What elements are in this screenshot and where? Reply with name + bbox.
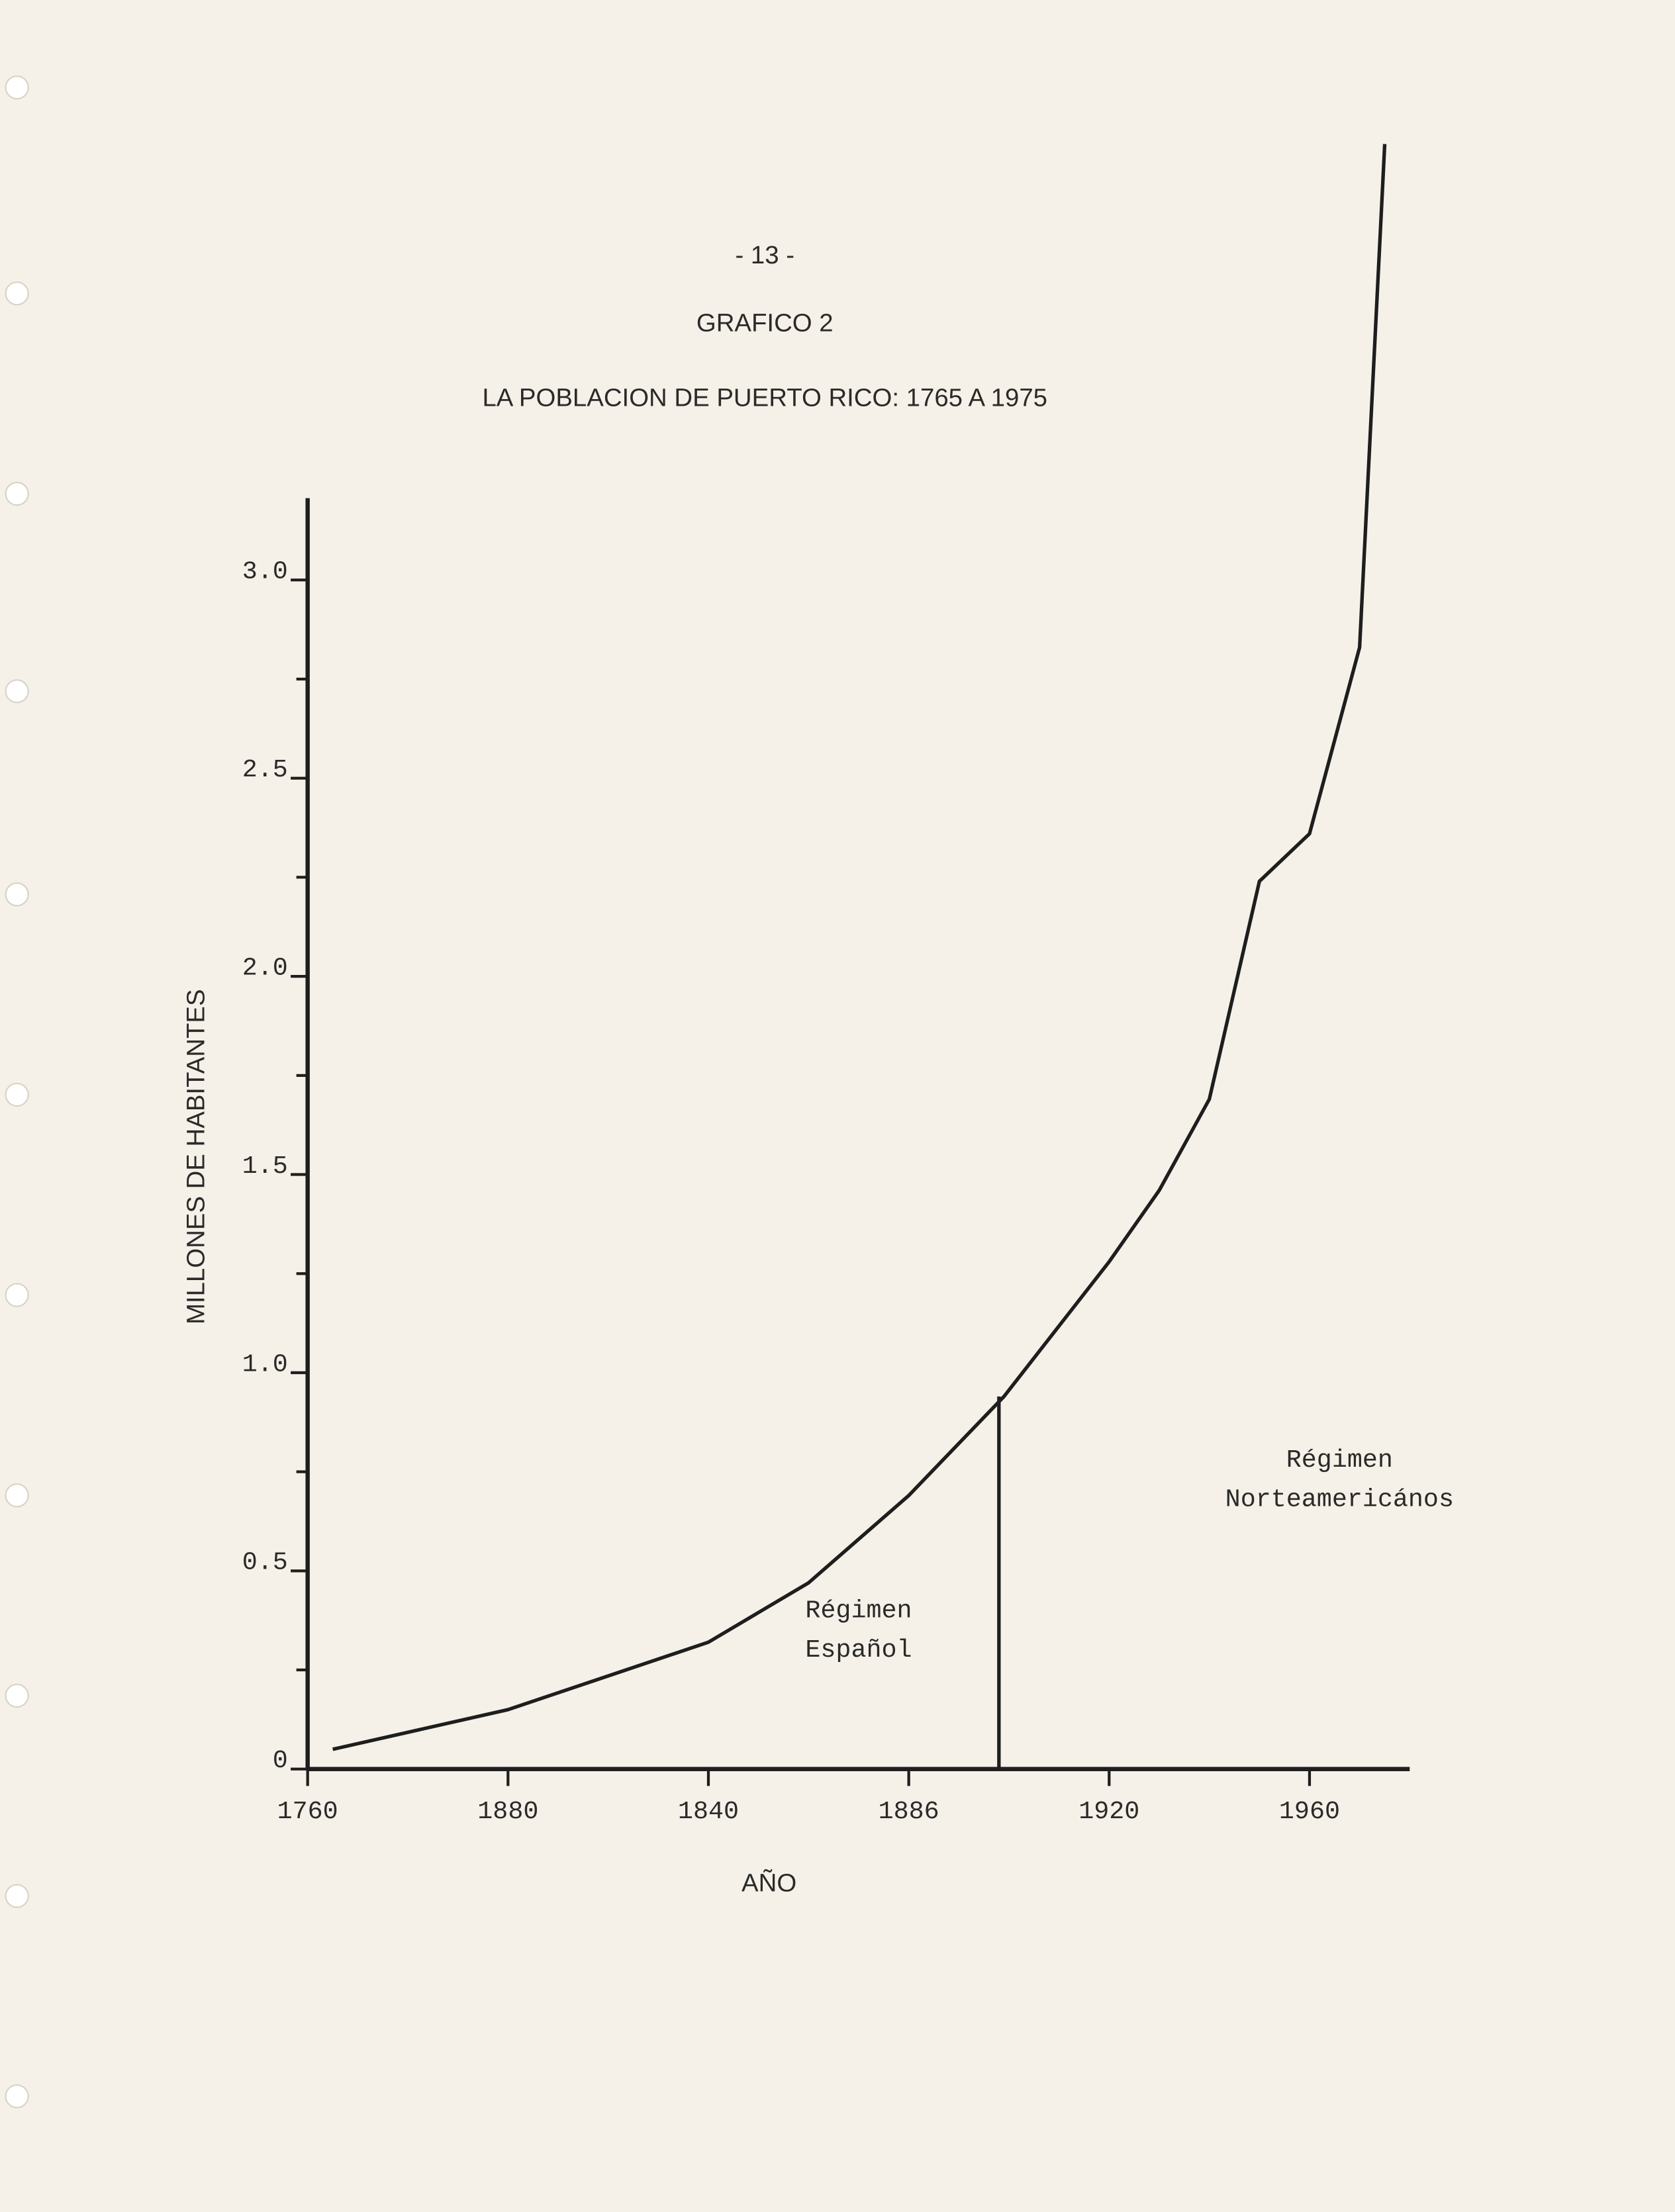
y-tick-label: 3.0 bbox=[242, 557, 288, 586]
x-tick-label: 1760 bbox=[277, 1797, 338, 1826]
y-tick-label: 0.5 bbox=[242, 1548, 288, 1577]
x-tick-label: 1886 bbox=[879, 1797, 939, 1826]
x-tick-label: 1840 bbox=[678, 1797, 739, 1826]
annotation: Régimen bbox=[805, 1596, 912, 1625]
y-tick-label: 1.5 bbox=[242, 1152, 288, 1181]
page-number: - 13 - bbox=[735, 241, 794, 269]
y-tick-label: 2.0 bbox=[242, 953, 288, 982]
annotation: Norteamericános bbox=[1225, 1485, 1454, 1514]
punch-holes bbox=[5, 75, 29, 2109]
x-tick-label: 1920 bbox=[1078, 1797, 1139, 1826]
chart-subtitle: GRAFICO 2 bbox=[696, 308, 834, 337]
y-tick-label: 1.0 bbox=[242, 1350, 288, 1379]
population-line bbox=[332, 144, 1387, 1751]
annotation: Régimen bbox=[1286, 1446, 1393, 1475]
y-tick-label: 2.5 bbox=[242, 755, 288, 784]
annotation: Español bbox=[805, 1636, 912, 1665]
chart-title: LA POBLACION DE PUERTO RICO: 1765 A 1975 bbox=[482, 383, 1047, 412]
x-tick-label: 1960 bbox=[1279, 1797, 1340, 1826]
x-tick-label: 1880 bbox=[477, 1797, 538, 1826]
x-axis-label: AÑO bbox=[742, 1869, 796, 1898]
y-tick-label: 0 bbox=[273, 1746, 288, 1775]
y-axis-label: MILLONES DE HABITANTES bbox=[182, 989, 211, 1324]
